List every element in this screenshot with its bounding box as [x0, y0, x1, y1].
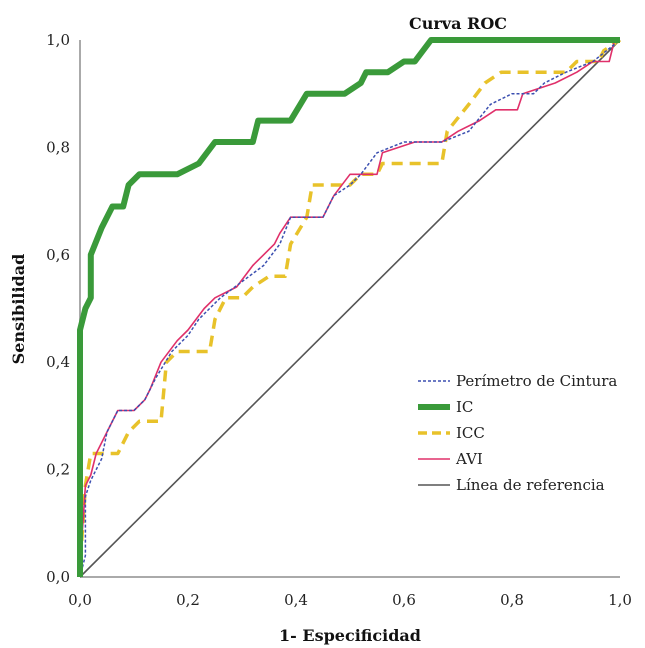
- y-axis-title: Sensibilidad: [9, 254, 28, 365]
- x-tick-label: 1,0: [608, 591, 632, 609]
- chart-title: Curva ROC: [409, 14, 507, 33]
- x-tick-label: 0,2: [176, 591, 200, 609]
- legend: Perímetro de Cintura IC ICC AVI Línea de ref…: [418, 372, 617, 494]
- x-tick-label: 0,4: [284, 591, 308, 609]
- y-tick-label: 0,0: [46, 568, 70, 586]
- y-tick-labels: 0,0 0,2 0,4 0,6 0,8 1,0: [46, 31, 70, 586]
- legend-label-linea-de-referencia: Línea de referencia: [456, 476, 605, 494]
- series-line-perimetro-de-cintura: [79, 39, 621, 578]
- y-tick-label: 0,8: [46, 138, 70, 156]
- legend-label-perimetro-de-cintura: Perímetro de Cintura: [456, 372, 617, 390]
- series-line-avi: [79, 39, 620, 577]
- x-tick-label: 0,8: [500, 591, 524, 609]
- legend-label-icc: ICC: [456, 424, 485, 442]
- y-tick-label: 0,6: [46, 246, 70, 264]
- series-line-ic: [77, 37, 620, 577]
- y-tick-label: 1,0: [46, 31, 70, 49]
- x-axis-title: 1- Especificidad: [279, 626, 421, 645]
- y-tick-label: 0,4: [46, 353, 70, 371]
- x-tick-label: 0,0: [68, 591, 92, 609]
- x-tick-labels: 0,0 0,2 0,4 0,6 0,8 1,0: [68, 591, 632, 609]
- legend-label-avi: AVI: [455, 450, 483, 468]
- x-tick-label: 0,6: [392, 591, 416, 609]
- series-line-linea-de-referencia: [79, 39, 621, 578]
- legend-label-ic: IC: [456, 398, 473, 416]
- series-layer: [77, 37, 621, 578]
- y-tick-label: 0,2: [46, 461, 70, 479]
- series-line-icc: [78, 38, 621, 577]
